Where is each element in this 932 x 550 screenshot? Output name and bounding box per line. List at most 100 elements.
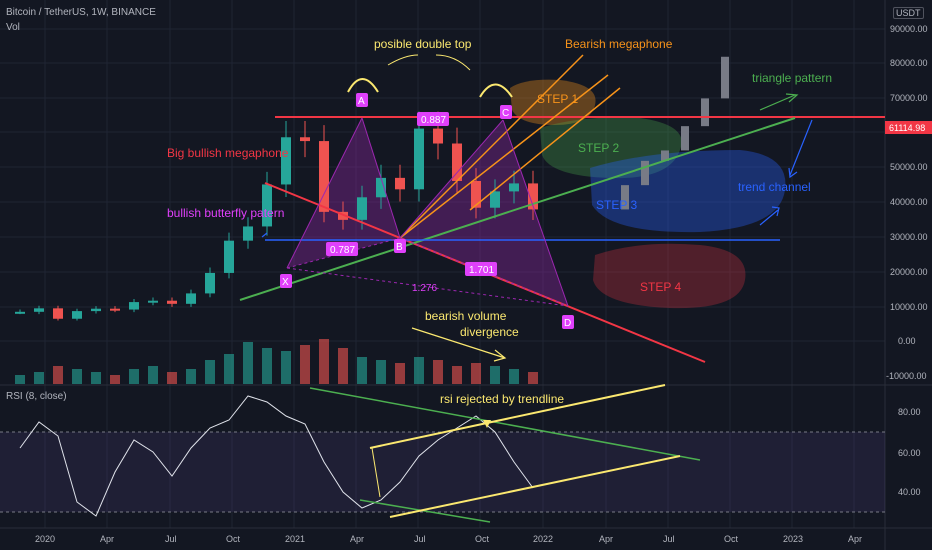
svg-text:Apr: Apr: [848, 534, 862, 544]
candle-body: [72, 311, 82, 319]
svg-text:Oct: Oct: [475, 534, 490, 544]
double-top-label: posible double top: [374, 37, 472, 51]
candle-body: [300, 137, 310, 142]
butterfly-patterns: [287, 118, 568, 306]
ratio-0887: 0.887: [421, 115, 446, 126]
rsi-tick-80: 80.00: [898, 407, 921, 417]
svg-text:Oct: Oct: [724, 534, 739, 544]
price-candles: [15, 56, 729, 321]
last-price-tag: 61114.98: [889, 123, 925, 133]
volume-bar: [452, 366, 462, 384]
volume-bar: [243, 342, 253, 384]
uptrend-line: [239, 117, 796, 301]
volume-bar: [300, 345, 310, 384]
candle-body: [148, 300, 158, 303]
point-b-label: B: [396, 242, 403, 253]
rsi-tick-60: 60.00: [898, 448, 921, 458]
price-tick-20000: 20000.00: [890, 267, 928, 277]
svg-text:2023: 2023: [783, 534, 803, 544]
candle-body: [471, 180, 481, 208]
svg-text:Apr: Apr: [350, 534, 364, 544]
double-top-arcs: [347, 54, 513, 98]
bearish-megaphone-lower: [469, 87, 621, 211]
volume-bar: [91, 372, 101, 384]
svg-text:Jul: Jul: [414, 534, 426, 544]
candle-body: [167, 300, 177, 304]
candle-body: [490, 191, 500, 208]
svg-text:Jul: Jul: [663, 534, 675, 544]
point-a-label: A: [358, 96, 365, 107]
svg-text:Apr: Apr: [599, 534, 613, 544]
svg-text:2020: 2020: [35, 534, 55, 544]
step2-label: STEP 2: [578, 141, 619, 155]
price-tick-0: 0.00: [898, 336, 916, 346]
svg-text:Oct: Oct: [226, 534, 241, 544]
bearish-megaphone-upper: [399, 74, 609, 239]
price-tick-10000: 10000.00: [890, 302, 928, 312]
price-axis: 90000.00 80000.00 70000.00 50000.00 4000…: [886, 24, 928, 497]
butterfly-label: bullish butterfly patern: [167, 206, 284, 220]
price-tick-40000: 40000.00: [890, 197, 928, 207]
candle-body: [357, 197, 367, 220]
candle-body: [205, 272, 215, 294]
candle-body: [319, 141, 329, 212]
projection-candle: [661, 150, 669, 161]
candle-body: [91, 308, 101, 312]
candle-body: [110, 308, 120, 311]
rsi-trendlines: [309, 384, 701, 523]
candle-body: [281, 137, 291, 185]
candle-body: [53, 308, 63, 319]
step3-region: [590, 150, 786, 233]
volume-bar: [186, 369, 196, 384]
volume-bar: [110, 375, 120, 384]
price-tick-70000: 70000.00: [890, 93, 928, 103]
svg-text:2021: 2021: [285, 534, 305, 544]
bearish-megaphone-label: Bearish megaphone: [565, 37, 673, 51]
bearish-volume-label: bearish volume: [425, 309, 507, 323]
ratio-1276: 1.276: [412, 283, 437, 294]
volume-bar: [167, 372, 177, 384]
ratio-0787: 0.787: [330, 245, 355, 256]
volume-bar: [528, 372, 538, 384]
divergence-label: divergence: [460, 325, 519, 339]
svg-text:Apr: Apr: [100, 534, 114, 544]
ratio-1701: 1.701: [469, 265, 494, 276]
drawn-trendlines: [239, 54, 885, 363]
step4-label: STEP 4: [640, 280, 681, 294]
candle-body: [433, 128, 443, 144]
candle-body: [129, 302, 139, 310]
volume-bar: [129, 369, 139, 384]
svg-text:2022: 2022: [533, 534, 553, 544]
triangle-pattern-label: triangle pattern: [752, 71, 832, 85]
volume-bar: [15, 375, 25, 384]
candle-body: [452, 143, 462, 181]
candle-body: [243, 226, 253, 241]
price-tick-50000: 50000.00: [890, 162, 928, 172]
step1-region: [510, 79, 596, 125]
candle-body: [34, 308, 44, 312]
volume-bar: [376, 360, 386, 384]
vol-label: Vol: [6, 22, 20, 33]
volume-bar: [262, 348, 272, 384]
volume-bar: [490, 366, 500, 384]
step1-label: STEP 1: [537, 92, 578, 106]
big-bullish-megaphone-label: Big bullish megaphone: [167, 146, 289, 160]
projection-candle: [641, 160, 649, 186]
currency-badge[interactable]: USDT: [893, 7, 924, 19]
point-x-label: X: [282, 277, 289, 288]
point-c-label: C: [502, 108, 509, 119]
volume-bar: [281, 351, 291, 384]
projection-candle: [701, 98, 709, 127]
step3-label: STEP 3: [596, 198, 637, 212]
volume-bar: [319, 339, 329, 384]
volume-bar: [414, 357, 424, 384]
candle-body: [509, 183, 519, 192]
svg-text:Jul: Jul: [165, 534, 177, 544]
rsi-series-line: [19, 395, 534, 517]
candle-body: [338, 211, 348, 220]
trend-channel-label: trend channel: [738, 180, 811, 194]
volume-bar: [509, 369, 519, 384]
candle-body: [224, 240, 234, 273]
price-tick-90000: 90000.00: [890, 24, 928, 34]
